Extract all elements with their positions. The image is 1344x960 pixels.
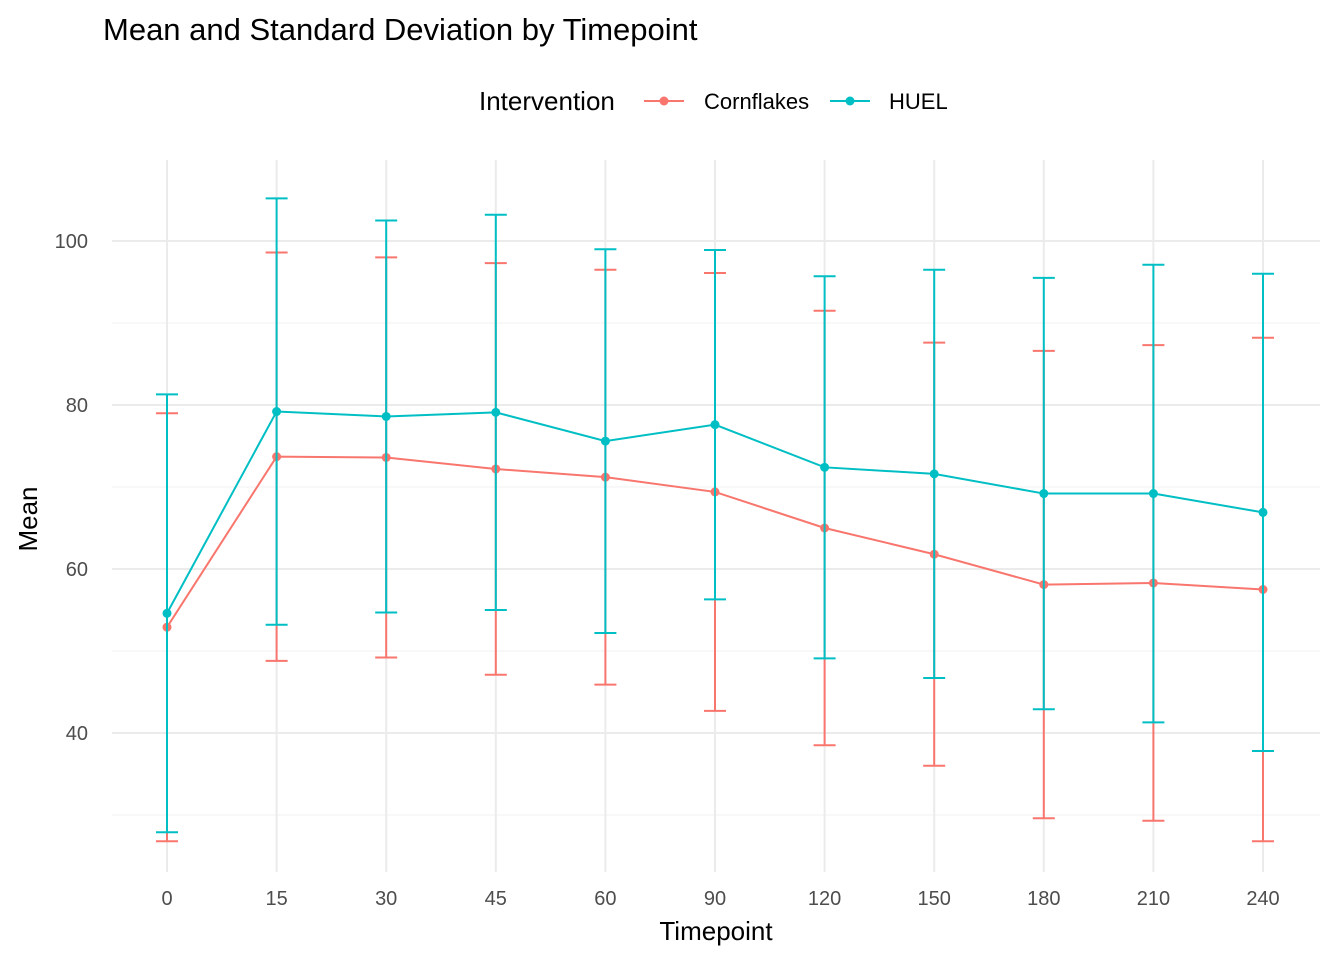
data-point-huel [491,407,501,417]
x-tick-label: 90 [704,888,726,910]
x-tick-label: 120 [808,888,841,910]
legend-marker-cornflakes [659,96,669,106]
legend-item-huel: HUEL [830,89,948,114]
x-tick-label: 240 [1246,888,1279,910]
legend-label-cornflakes: Cornflakes [704,89,809,114]
x-tick-label: 15 [265,888,287,910]
x-tick-label: 30 [375,888,397,910]
legend-marker-huel [845,96,855,106]
x-tick-label: 210 [1137,888,1170,910]
data-point-huel [272,407,282,417]
y-tick-label: 80 [66,395,88,417]
series-layer [156,197,1274,843]
x-tick-label: 180 [1027,888,1060,910]
y-tick-label: 60 [66,559,88,581]
y-axis-title: Mean [13,486,43,551]
legend: Intervention Cornflakes HUEL [479,86,948,116]
data-point-huel [600,436,610,446]
y-tick-label: 40 [66,723,88,745]
x-tick-label: 150 [918,888,951,910]
data-point-huel [381,411,391,421]
data-point-huel [820,462,830,472]
x-axis-ticks: 0 15 30 45 60 90 120 150 180 210 240 [161,888,1279,910]
data-point-huel [1258,507,1268,517]
data-point-huel [162,608,172,618]
x-tick-label: 60 [594,888,616,910]
y-axis-ticks: 40 60 80 100 [55,231,88,745]
data-point-huel [929,469,939,479]
chart-title: Mean and Standard Deviation by Timepoint [103,12,698,47]
legend-label-huel: HUEL [889,89,948,114]
legend-title: Intervention [479,86,615,116]
data-point-huel [1039,489,1049,499]
data-point-huel [1148,489,1158,499]
series-huel [156,197,1274,834]
x-tick-label: 45 [485,888,507,910]
x-tick-label: 0 [161,888,172,910]
y-tick-label: 100 [55,231,88,253]
x-axis-title: Timepoint [659,916,773,946]
data-point-huel [710,420,720,430]
legend-item-cornflakes: Cornflakes [644,89,809,114]
